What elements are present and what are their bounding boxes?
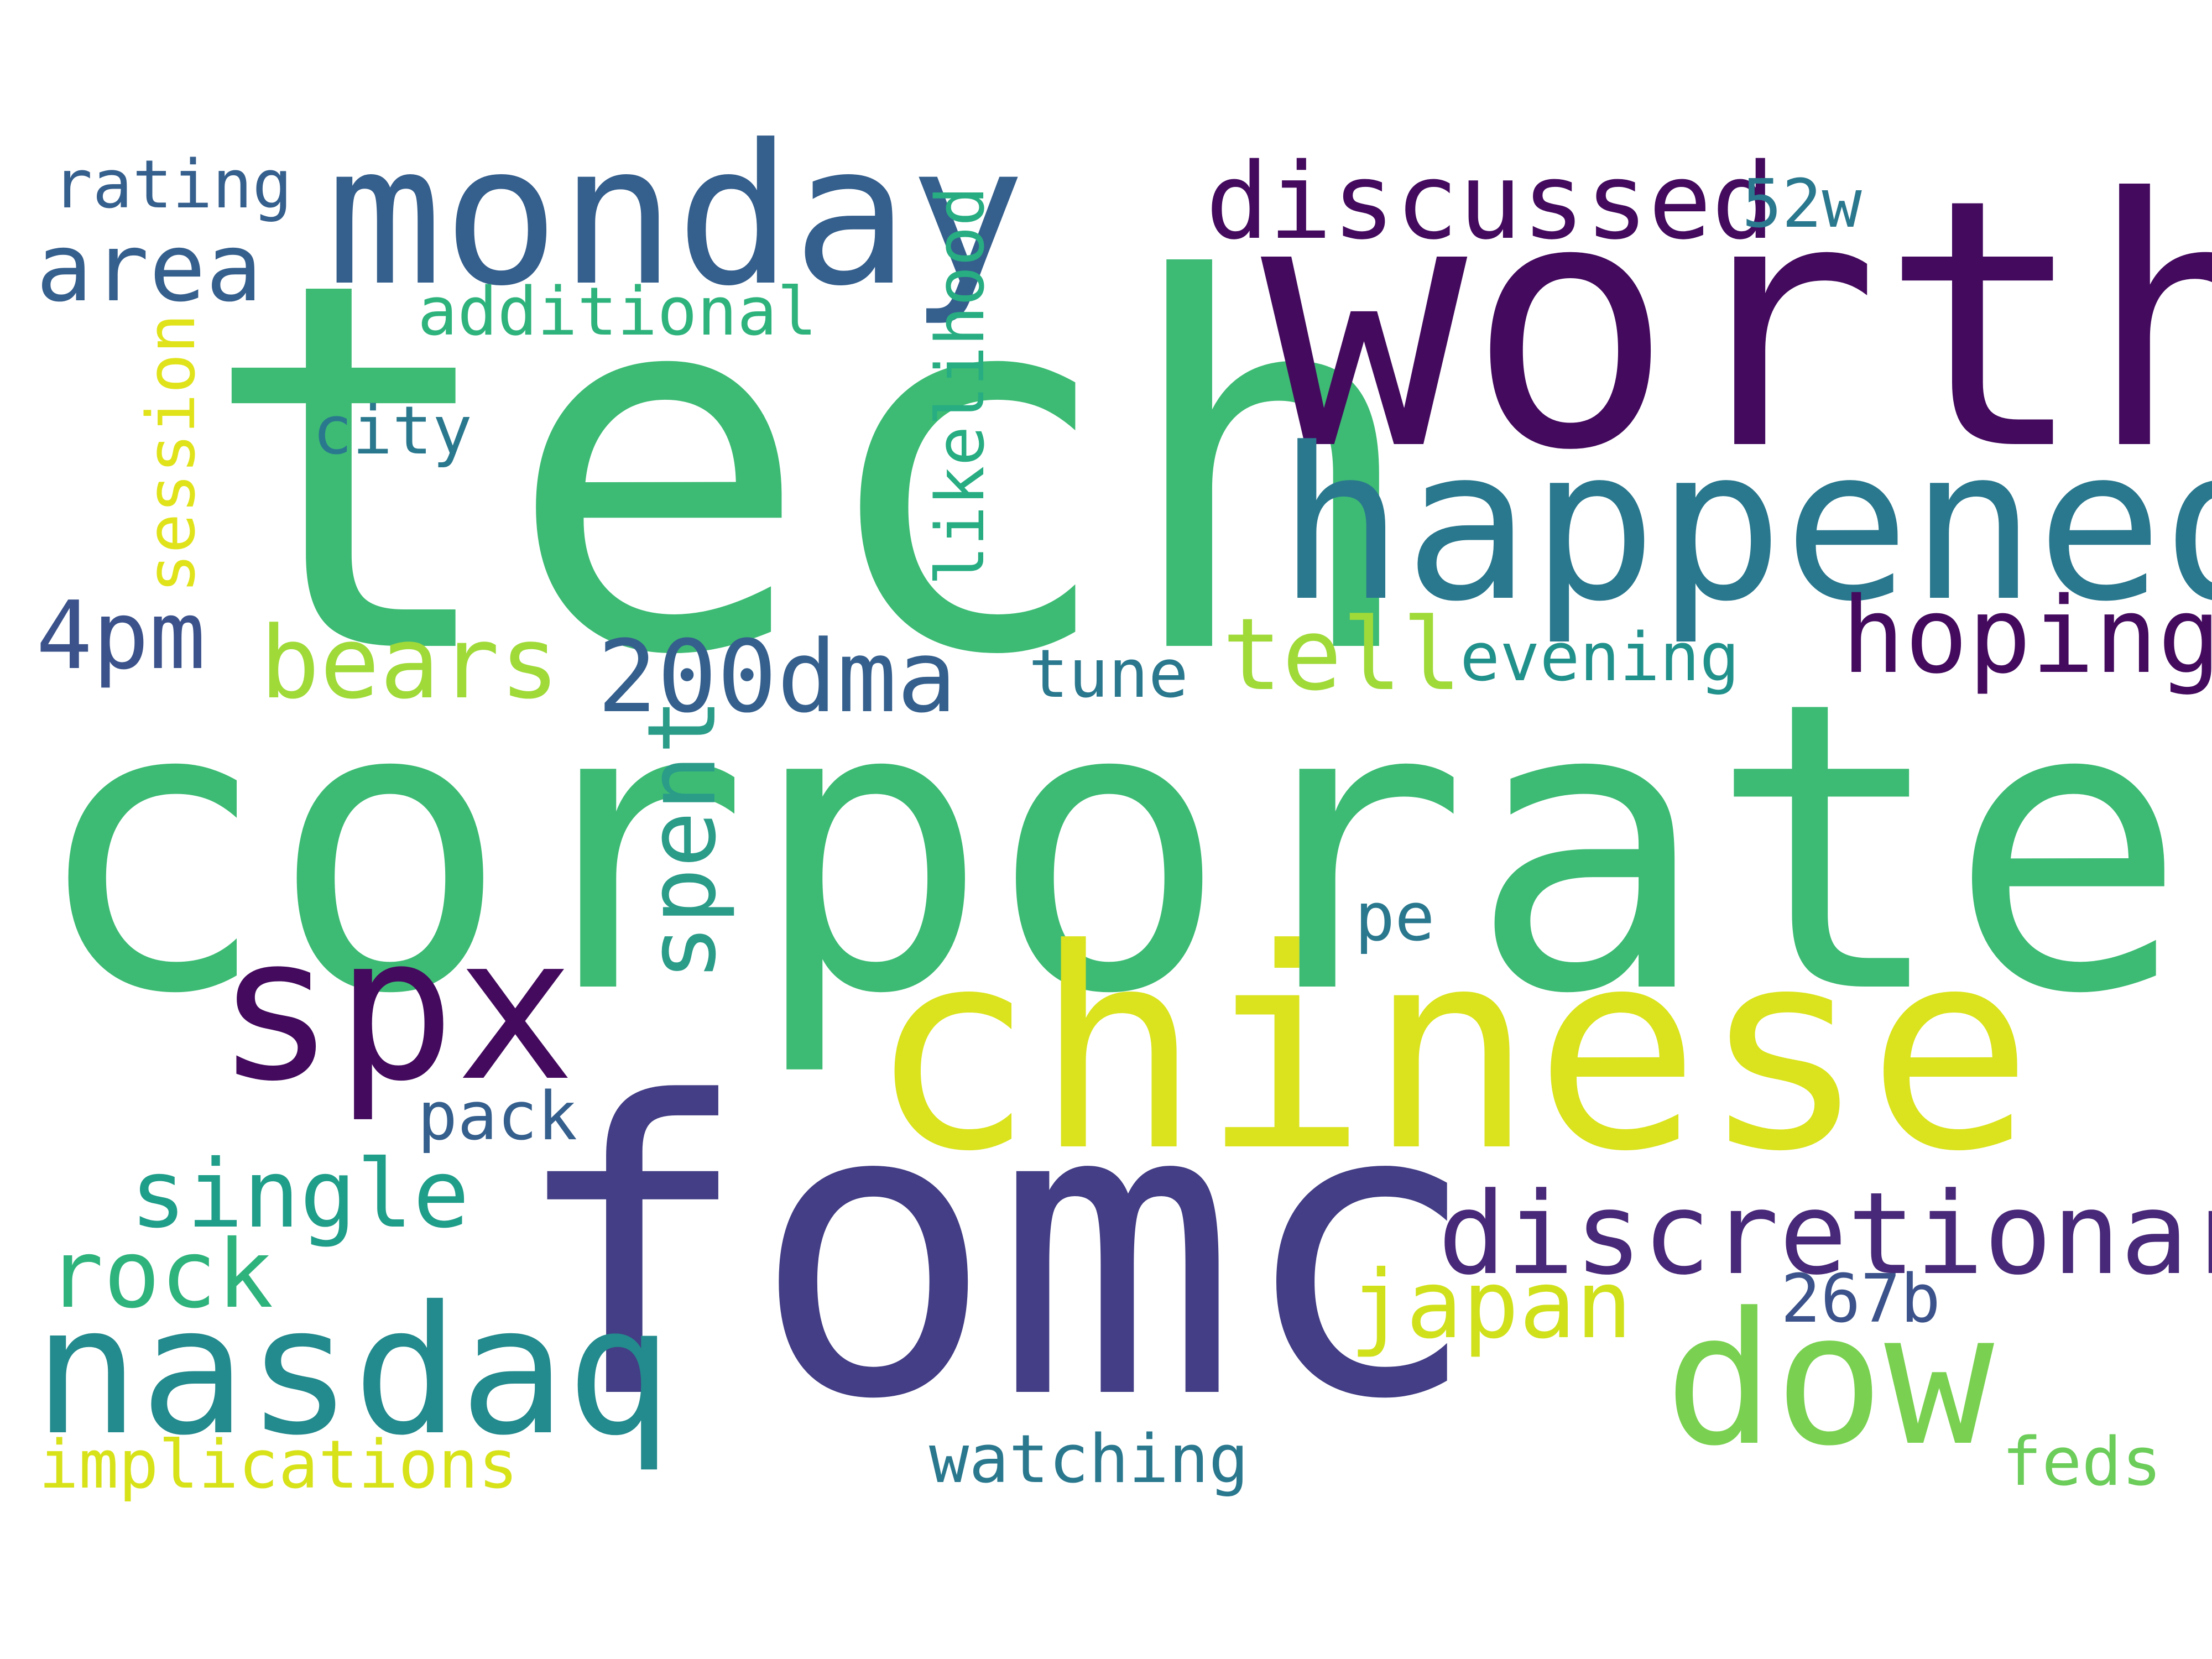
word-nasdaq: nasdaq xyxy=(33,1269,672,1474)
word-session: session xyxy=(133,314,210,593)
word-japan: japan xyxy=(1349,1250,1632,1360)
word-pack: pack xyxy=(418,1078,577,1155)
word-rock: rock xyxy=(47,1220,274,1329)
word-worth: worth xyxy=(1261,127,2212,525)
word-tune: tune xyxy=(1029,636,1188,713)
word-implications: implications xyxy=(39,1427,518,1504)
word-discussed: discussed xyxy=(1206,140,1775,263)
word-spent: spent xyxy=(627,698,737,981)
word-spx: spx xyxy=(216,893,576,1125)
word-additional: additional xyxy=(418,274,817,351)
word-likelihood: likelihood xyxy=(922,186,1000,586)
word-chinese: chinese xyxy=(868,890,2034,1212)
word-tell: tell xyxy=(1222,597,1462,713)
word-monday: monday xyxy=(326,103,1026,328)
word-rating: rating xyxy=(53,147,293,223)
word-watching: watching xyxy=(929,1421,1249,1498)
word-hoping: hoping xyxy=(1841,575,2212,697)
word-corporate: corporate xyxy=(30,617,2188,1081)
word-tech: tech xyxy=(199,174,1425,766)
word-200dma: 200dma xyxy=(597,619,957,735)
word-discretionary: discretionary xyxy=(1438,1168,2212,1300)
word-4pm: 4pm xyxy=(36,581,206,691)
word-feds: feds xyxy=(2002,1424,2162,1501)
word-happened: happened xyxy=(1277,403,2212,648)
word-pe: pe xyxy=(1355,879,1435,956)
word-area: area xyxy=(36,213,263,323)
word-52w: 52w xyxy=(1742,166,1862,243)
word-267b: 267b xyxy=(1781,1261,1940,1338)
word-dow: dow xyxy=(1665,1274,1995,1486)
word-fomc: fomc xyxy=(509,1018,1481,1488)
word-single: single xyxy=(130,1140,470,1249)
word-bears: bears xyxy=(260,606,560,721)
word-evening: evening xyxy=(1460,619,1740,696)
word-city: city xyxy=(312,393,472,469)
